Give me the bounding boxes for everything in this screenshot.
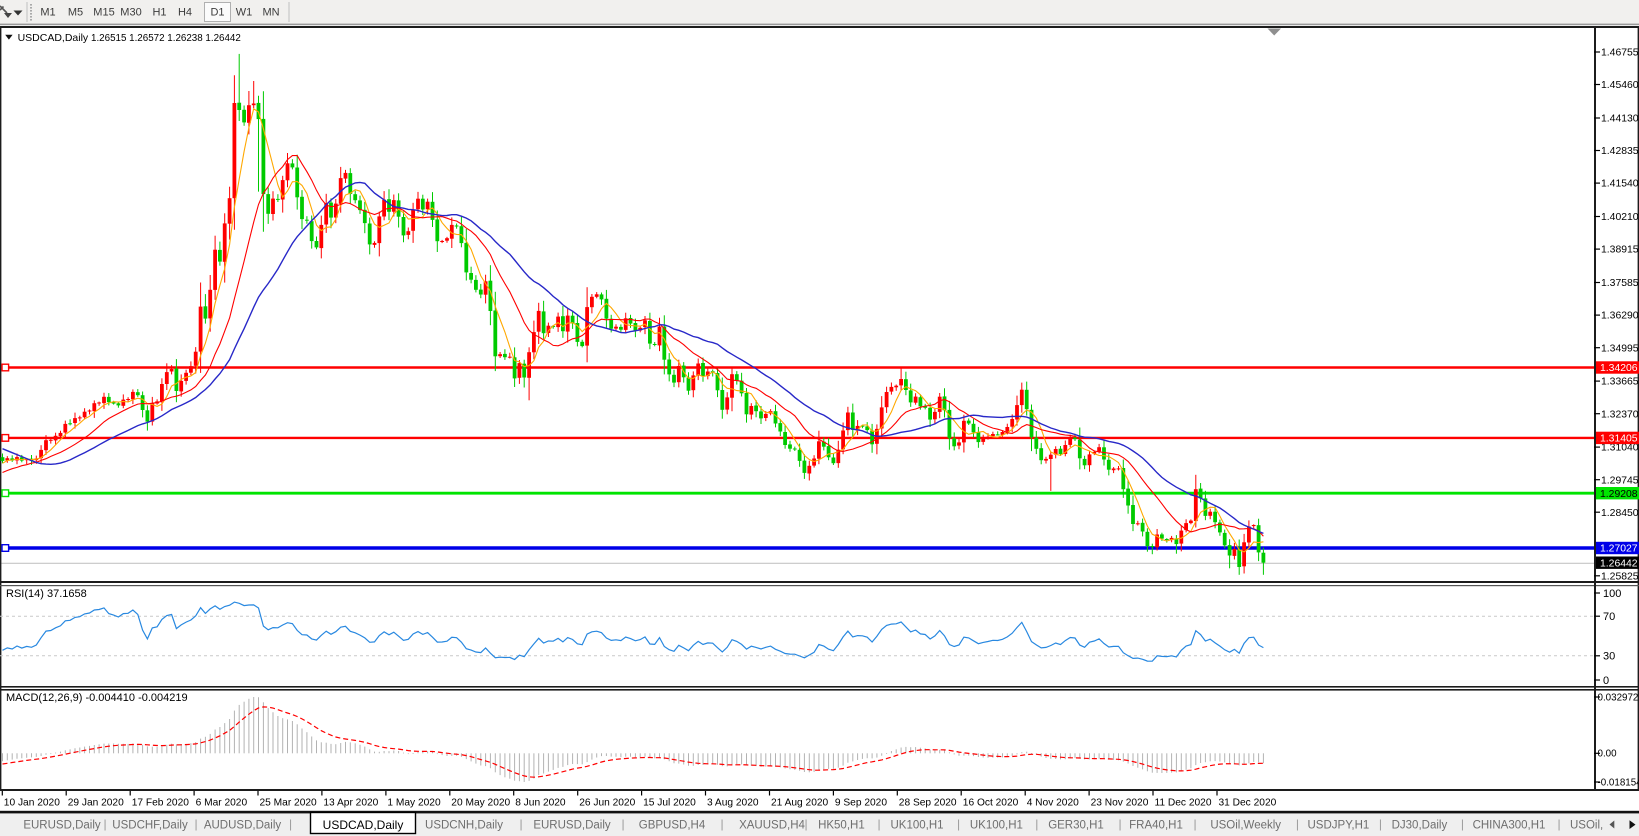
svg-text:21 Aug 2020: 21 Aug 2020 [771,798,829,809]
svg-text:USDCNH,Daily: USDCNH,Daily [425,820,503,832]
svg-text:16 Oct 2020: 16 Oct 2020 [963,798,1019,809]
svg-text:AUDUSD,Daily: AUDUSD,Daily [204,820,282,832]
svg-text:|: | [804,817,807,831]
svg-text:29 Jan 2020: 29 Jan 2020 [68,798,124,809]
svg-text:|: | [1035,817,1038,831]
svg-text:UK100,H1: UK100,H1 [970,820,1023,832]
svg-text:M5: M5 [68,7,83,19]
svg-text:M30: M30 [120,7,141,19]
svg-text:4 Nov 2020: 4 Nov 2020 [1027,798,1079,809]
svg-text:10 Jan 2020: 10 Jan 2020 [4,798,60,809]
svg-text:1.26442: 1.26442 [1600,558,1638,569]
svg-text:1.42835: 1.42835 [1601,146,1639,157]
svg-text:USDCAD,Daily: USDCAD,Daily [323,818,404,832]
svg-text:1.29745: 1.29745 [1601,475,1639,486]
svg-text:1.26515 1.26572 1.26238 1.2644: 1.26515 1.26572 1.26238 1.26442 [91,33,241,44]
svg-text:1.29208: 1.29208 [1600,489,1638,500]
svg-text:GBPUSD,H4: GBPUSD,H4 [639,820,706,832]
svg-text:CHINA300,H1: CHINA300,H1 [1473,820,1546,832]
svg-text:1.40210: 1.40210 [1601,212,1639,223]
svg-text:|: | [720,817,723,831]
svg-text:|: | [519,817,522,831]
svg-text:1.31040: 1.31040 [1601,443,1639,454]
svg-text:MN: MN [262,7,279,19]
svg-text:EURUSD,Daily: EURUSD,Daily [533,820,611,832]
svg-text:H4: H4 [178,7,192,19]
svg-text:1.25825: 1.25825 [1601,571,1639,582]
svg-text:EURUSD,Daily: EURUSD,Daily [23,820,101,832]
svg-text:1.41540: 1.41540 [1601,179,1639,190]
svg-text:100: 100 [1603,588,1621,600]
svg-text:|: | [1379,817,1382,831]
svg-text:31 Dec 2020: 31 Dec 2020 [1219,798,1277,809]
svg-text:1.45460: 1.45460 [1601,80,1639,91]
svg-text:-0.018154: -0.018154 [1598,777,1639,788]
svg-text:|: | [1193,817,1196,831]
svg-text:1.46755: 1.46755 [1601,48,1639,59]
svg-text:25 Mar 2020: 25 Mar 2020 [260,798,318,809]
svg-text:1.38915: 1.38915 [1601,245,1639,256]
svg-text:0: 0 [1603,675,1609,687]
svg-text:28 Sep 2020: 28 Sep 2020 [899,798,957,809]
svg-text:1.44130: 1.44130 [1601,114,1639,125]
svg-text:|: | [1557,817,1560,831]
svg-text:USOil,: USOil, [1570,820,1603,832]
svg-text:17 Feb 2020: 17 Feb 2020 [132,798,190,809]
svg-text:GER30,H1: GER30,H1 [1048,820,1104,832]
svg-text:11 Dec 2020: 11 Dec 2020 [1155,798,1212,809]
svg-text:1.34995: 1.34995 [1601,343,1639,354]
svg-text:9 Sep 2020: 9 Sep 2020 [835,798,887,809]
svg-text:M1: M1 [40,7,55,19]
svg-text:|: | [1296,817,1299,831]
svg-text:MACD(12,26,9) -0.004410 -0.004: MACD(12,26,9) -0.004410 -0.004219 [6,692,188,704]
svg-text:USDCHF,Daily: USDCHF,Daily [112,820,188,832]
svg-text:23 Nov 2020: 23 Nov 2020 [1091,798,1149,809]
svg-text:20 May 2020: 20 May 2020 [451,798,510,809]
svg-text:1.36290: 1.36290 [1601,311,1639,322]
svg-text:|: | [103,817,106,831]
svg-text:M15: M15 [93,7,114,19]
svg-text:1.27027: 1.27027 [1600,544,1638,555]
svg-text:|: | [1118,817,1121,831]
svg-text:USOil,Weekly: USOil,Weekly [1210,820,1281,832]
svg-text:0.032972: 0.032972 [1598,692,1639,703]
svg-text:|: | [957,817,960,831]
svg-text:|: | [1461,817,1464,831]
svg-text:|: | [194,817,197,831]
svg-text:H1: H1 [152,7,166,19]
svg-text:D1: D1 [210,7,224,19]
svg-text:|: | [877,817,880,831]
svg-text:8 Jun 2020: 8 Jun 2020 [515,798,566,809]
svg-text:1.33665: 1.33665 [1601,377,1639,388]
svg-text:|: | [621,817,624,831]
svg-text:UK100,H1: UK100,H1 [890,820,943,832]
svg-text:1 May 2020: 1 May 2020 [387,798,441,809]
svg-text:26 Jun 2020: 26 Jun 2020 [579,798,635,809]
svg-text:FRA40,H1: FRA40,H1 [1129,820,1183,832]
svg-text:0.00: 0.00 [1598,749,1618,760]
svg-text:USDCAD,Daily: USDCAD,Daily [18,32,89,44]
svg-text:13 Apr 2020: 13 Apr 2020 [323,798,378,809]
svg-text:RSI(14) 37.1658: RSI(14) 37.1658 [6,588,87,600]
svg-text:W1: W1 [236,7,253,19]
svg-text:XAUUSD,H4: XAUUSD,H4 [739,820,805,832]
svg-text:1.34206: 1.34206 [1600,363,1638,374]
svg-text:1.31405: 1.31405 [1600,434,1638,445]
svg-text:30: 30 [1603,651,1615,663]
svg-text:6 Mar 2020: 6 Mar 2020 [196,798,248,809]
svg-text:1.32370: 1.32370 [1601,409,1639,420]
svg-text:1.28450: 1.28450 [1601,508,1639,519]
svg-text:70: 70 [1603,611,1615,623]
svg-text:DJ30,Daily: DJ30,Daily [1392,820,1448,832]
svg-text:15 Jul 2020: 15 Jul 2020 [643,798,696,809]
svg-text:|: | [289,817,292,831]
svg-text:3 Aug 2020: 3 Aug 2020 [707,798,759,809]
svg-text:1.37585: 1.37585 [1601,278,1639,289]
svg-text:HK50,H1: HK50,H1 [818,820,865,832]
svg-text:USDJPY,H1: USDJPY,H1 [1308,820,1370,832]
